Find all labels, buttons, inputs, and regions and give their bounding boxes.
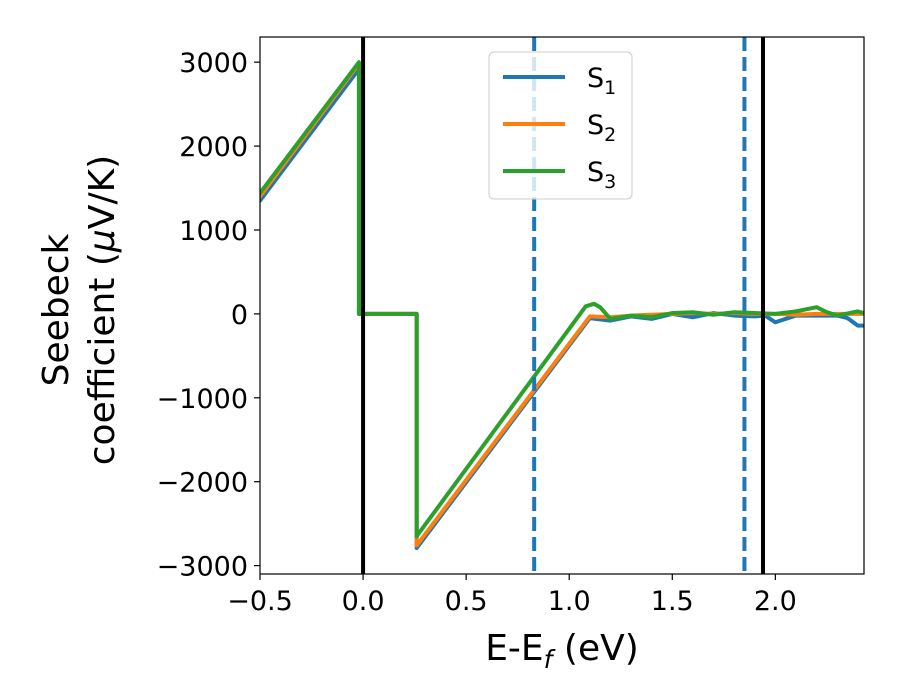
y-tick-label: 0 <box>231 300 248 331</box>
x-axis-title: E-Ef (eV) <box>485 628 639 674</box>
y-axis-title-prefix: coefficient ( <box>82 252 123 465</box>
y-tick-label: −3000 <box>157 552 248 583</box>
y-tick-label: −2000 <box>157 468 248 499</box>
y-axis-title-line1: Seebeck <box>36 233 77 386</box>
y-tick-label: −1000 <box>157 384 248 415</box>
x-axis-title-unit: (eV) <box>552 628 638 669</box>
y-axis-title-suffix: V/K) <box>82 155 123 229</box>
y-tick-label: 1000 <box>179 216 248 247</box>
x-tick-label: 2.0 <box>754 586 797 617</box>
x-tick-label: 0.0 <box>342 586 385 617</box>
series-layer <box>260 60 864 550</box>
legend: S1 S2 S3 <box>488 51 633 200</box>
legend-entries: S1 S2 S3 <box>503 63 616 193</box>
x-tick-label: 1.0 <box>548 586 591 617</box>
series-line-3 <box>260 60 864 539</box>
x-tick-label: −0.5 <box>227 586 293 617</box>
legend-label-3: S3 <box>587 157 616 193</box>
x-ticks: −0.5 0.0 0.5 1.0 1.5 2.0 <box>227 574 797 617</box>
y-axis-title-mu: μ <box>82 229 123 253</box>
y-ticks: −3000 −2000 −1000 0 1000 2000 3000 <box>157 48 260 583</box>
y-axis-title-line2: coefficient (μV/K) <box>82 155 123 465</box>
legend-label-1: S1 <box>587 63 616 99</box>
x-axis-title-main: E-E <box>485 628 543 669</box>
y-tick-label: 3000 <box>179 48 248 79</box>
x-tick-label: 0.5 <box>445 586 488 617</box>
plot-frame <box>259 36 865 575</box>
y-tick-label: 2000 <box>179 132 248 163</box>
y-axis-title: Seebeck coefficient (μV/K) <box>36 155 123 465</box>
x-tick-label: 1.5 <box>651 586 694 617</box>
legend-label-2: S2 <box>587 110 616 146</box>
